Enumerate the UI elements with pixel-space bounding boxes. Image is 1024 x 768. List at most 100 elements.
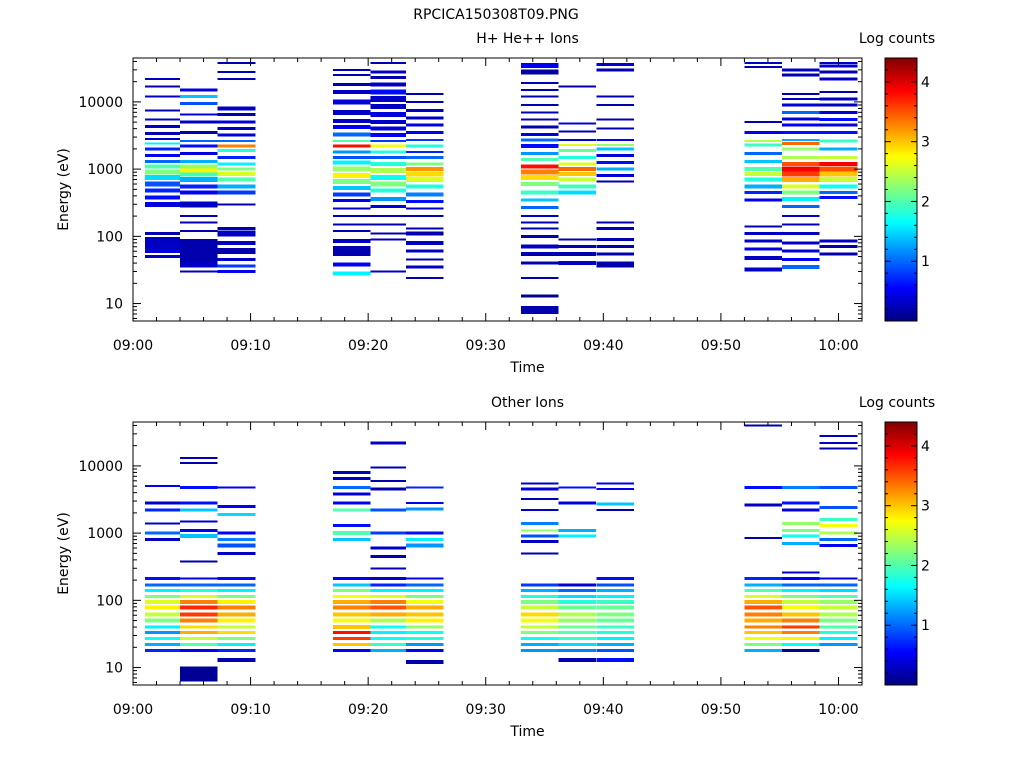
heatmap-cell: [521, 164, 559, 169]
heatmap-cell: [596, 147, 634, 151]
colorbar-tick-label: 3: [921, 499, 930, 515]
heatmap-cell: [144, 201, 181, 207]
heatmap-cell: [558, 139, 597, 142]
heatmap-cell: [405, 589, 444, 592]
heatmap-cell: [370, 618, 406, 623]
heatmap-cell: [782, 258, 820, 262]
heatmap-cell: [819, 485, 858, 489]
heatmap-cell: [782, 631, 820, 635]
heatmap-cell: [596, 174, 634, 178]
heatmap-cell: [180, 605, 218, 610]
heatmap-cell: [819, 524, 858, 527]
heatmap-cell: [782, 589, 820, 592]
heatmap-cell: [332, 271, 371, 276]
y-tick-label: 100: [96, 229, 123, 245]
heatmap-cell: [558, 657, 597, 662]
colorbar-tick-label: 2: [921, 194, 930, 210]
heatmap-cell: [405, 139, 444, 142]
heatmap-cell: [744, 177, 782, 182]
heatmap-cell: [370, 625, 406, 629]
heatmap-cell: [782, 625, 820, 629]
heatmap-cell: [558, 184, 597, 189]
heatmap-cell: [558, 625, 597, 629]
heatmap-cell: [782, 521, 820, 525]
heatmap-cell: [782, 103, 820, 107]
heatmap-cell: [332, 125, 371, 130]
heatmap-cell: [144, 232, 181, 236]
heatmap-cell: [596, 261, 634, 268]
heatmap-cell: [180, 221, 218, 224]
heatmap-cell: [521, 534, 559, 538]
heatmap-cell: [744, 152, 782, 156]
heatmap-cell: [596, 599, 634, 604]
x-tick-label: 09:30: [466, 702, 506, 718]
heatmap-cell: [405, 660, 444, 665]
heatmap-cell: [370, 61, 406, 64]
heatmap-cell: [217, 612, 256, 617]
heatmap-cell: [521, 625, 559, 629]
heatmap-cell: [370, 76, 406, 80]
heatmap-cell: [332, 155, 371, 159]
heatmap-cell: [217, 113, 256, 116]
heatmap-cell: [405, 618, 444, 623]
heatmap-cell: [405, 543, 444, 548]
heatmap-cell: [819, 139, 858, 143]
heatmap-cell: [521, 157, 559, 161]
heatmap-cell: [217, 648, 256, 652]
x-tick-label: 09:50: [701, 702, 741, 718]
heatmap-cell: [521, 118, 559, 121]
heatmap-cell: [370, 196, 406, 201]
heatmap-cell: [782, 131, 820, 135]
heatmap-cell: [782, 265, 820, 269]
heatmap-cell: [332, 524, 371, 527]
heatmap-cell: [144, 236, 181, 249]
heatmap-cell: [332, 230, 371, 232]
heatmap-cell: [744, 171, 782, 176]
heatmap-cell: [596, 643, 634, 646]
heatmap-cell: [782, 110, 820, 114]
heatmap-cell: [370, 89, 406, 95]
heatmap-cell: [405, 131, 444, 135]
heatmap-cell: [217, 171, 256, 176]
heatmap-cell: [819, 131, 858, 135]
heatmap-cell: [332, 173, 371, 179]
heatmap-cell: [332, 223, 371, 226]
heatmap-cell: [370, 232, 406, 235]
heatmap-cell: [217, 637, 256, 641]
heatmap-cell: [332, 508, 371, 512]
heatmap-cell: [596, 118, 634, 121]
heatmap-cell: [332, 612, 371, 617]
heatmap-cell: [405, 231, 444, 236]
heatmap-cell: [217, 264, 256, 268]
heatmap-cell: [521, 132, 559, 136]
heatmap-cell: [782, 147, 820, 151]
heatmap-cell: [144, 147, 181, 151]
heatmap-cell: [521, 215, 559, 218]
heatmap-cell: [405, 631, 444, 635]
heatmap-cell: [370, 161, 406, 166]
heatmap-cell: [819, 506, 858, 510]
heatmap-cell: [596, 605, 634, 610]
heatmap-cell: [332, 68, 371, 71]
heatmap-cell: [144, 169, 181, 175]
heatmap-cell: [744, 121, 782, 124]
heatmap-cell: [370, 487, 406, 491]
heatmap-cell: [558, 612, 597, 617]
heatmap-cell: [332, 192, 371, 197]
heatmap-cells: [144, 61, 858, 315]
heatmap-cell: [596, 637, 634, 641]
heatmap-cell: [370, 133, 406, 138]
heatmap-cell: [217, 605, 256, 610]
heatmap-cell: [744, 267, 782, 272]
heatmap-cell: [744, 190, 782, 194]
heatmap-cell: [521, 182, 559, 186]
heatmap-cell: [370, 112, 406, 117]
heatmap-cell: [144, 637, 181, 641]
heatmap-cell: [744, 140, 782, 143]
heatmap-cell: [744, 424, 782, 427]
heatmap-cell: [144, 109, 181, 112]
heatmap-cell: [332, 246, 371, 257]
heatmap-cell: [744, 131, 782, 135]
heatmap-cell: [217, 190, 256, 195]
